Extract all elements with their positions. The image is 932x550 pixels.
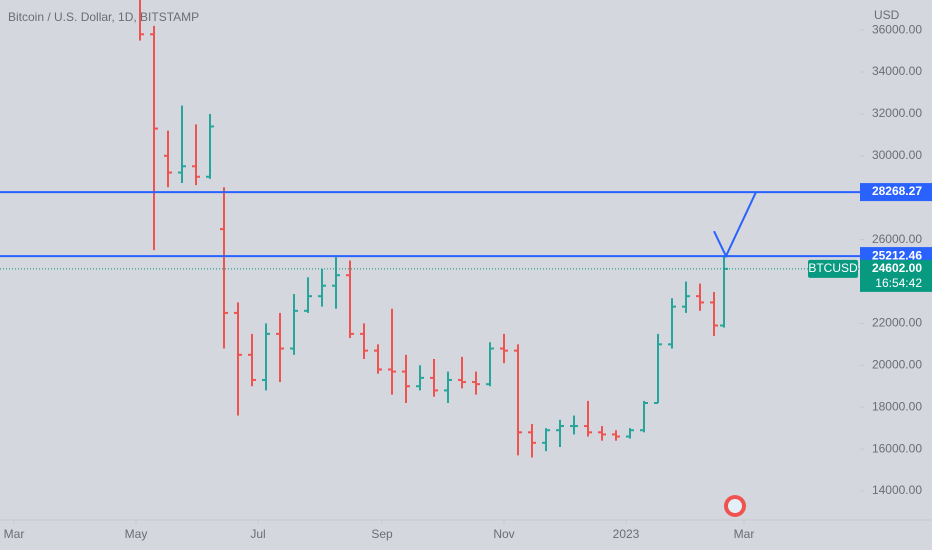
y-tick-label: 22000.00 (872, 316, 922, 330)
x-tick-label: May (125, 527, 148, 541)
y-tick-label: 26000.00 (872, 232, 922, 246)
countdown-label: 16:54:42 (875, 276, 922, 290)
projection-line (713, 191, 757, 259)
x-tick-label: Jul (250, 527, 265, 541)
y-tick-label: 30000.00 (872, 148, 922, 162)
logo-center[interactable] (728, 499, 742, 513)
y-tick-label: 32000.00 (872, 106, 922, 120)
y-tick-label: 14000.00 (872, 483, 922, 497)
y-tick-label: 20000.00 (872, 357, 922, 371)
last-price-box (860, 259, 932, 292)
x-tick-label: Mar (734, 527, 755, 541)
x-tick-label: 2023 (613, 527, 640, 541)
axis-unit: USD (874, 8, 900, 22)
logo[interactable] (724, 495, 746, 517)
x-tick-label: Nov (493, 527, 514, 541)
price-line-label: 25212.46 (872, 248, 922, 262)
price-line-label-box (860, 183, 932, 202)
x-tick-label: Sep (371, 527, 393, 541)
symbol-label-box (808, 259, 858, 278)
chart-title: Bitcoin / U.S. Dollar, 1D, BITSTAMP (8, 10, 199, 24)
x-tick-label: Mar (4, 527, 25, 541)
y-tick-label: 16000.00 (872, 441, 922, 455)
y-tick-label: 34000.00 (872, 64, 922, 78)
last-price-label: 24602.00 (872, 261, 922, 275)
y-tick-label: 36000.00 (872, 22, 922, 36)
y-tick-label: 18000.00 (872, 399, 922, 413)
price-line-label: 28268.27 (872, 184, 922, 198)
symbol-label: BTCUSD (808, 261, 858, 275)
